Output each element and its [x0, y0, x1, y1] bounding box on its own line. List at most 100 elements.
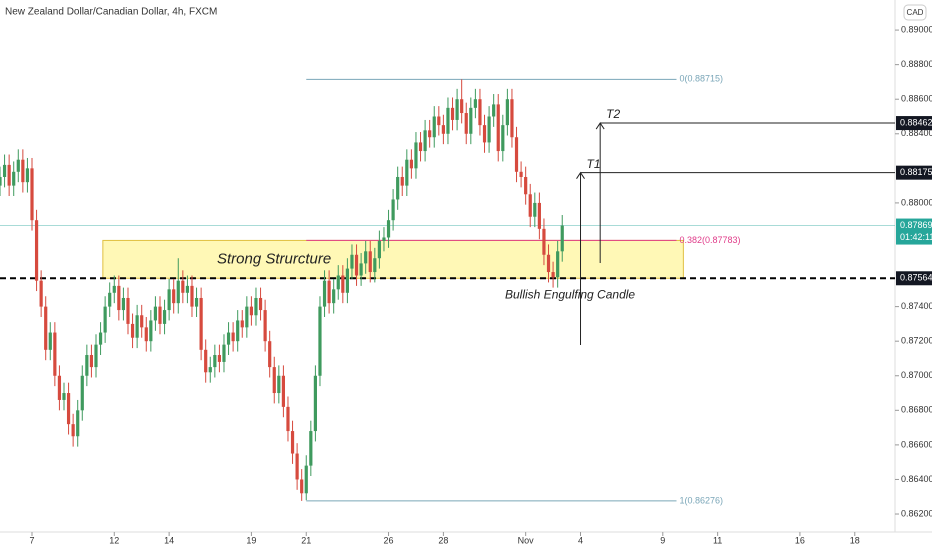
- fib-label: 0.382(0.87783): [680, 235, 741, 245]
- fib-label: 0(0.88715): [680, 74, 724, 84]
- candle-body: [126, 297, 130, 324]
- price-box: [896, 271, 932, 286]
- candle-body: [313, 375, 317, 432]
- y-tick-label: 0.88800: [901, 59, 932, 69]
- candle-body: [377, 240, 381, 259]
- candle-body: [108, 292, 112, 307]
- zone-label: Strong Strurcture: [217, 250, 331, 267]
- target-label: T2: [606, 107, 620, 121]
- candle-body: [482, 125, 487, 143]
- x-tick-label: 26: [384, 535, 394, 545]
- y-tick-label: 0.88600: [901, 94, 932, 104]
- candle-body: [556, 251, 560, 278]
- y-tick-label: 0.88400: [901, 128, 932, 138]
- candle-body: [464, 113, 468, 134]
- last-price-box: [896, 218, 932, 245]
- candle-body: [144, 327, 148, 342]
- note: Bullish Engulfing Candle: [505, 287, 635, 301]
- candle-body: [510, 99, 514, 138]
- candle-body: [30, 168, 34, 221]
- candle-body: [254, 297, 258, 316]
- y-tick-label: 0.87400: [901, 301, 932, 311]
- candle-body: [268, 341, 272, 368]
- x-tick-label: 12: [109, 535, 119, 545]
- candle-body: [418, 142, 423, 152]
- candle-body: [309, 431, 313, 466]
- price-box-label: 0.88462: [900, 117, 932, 127]
- x-tick-label: 18: [850, 535, 860, 545]
- candle-body: [249, 306, 254, 316]
- candle-body: [396, 176, 400, 200]
- candle-body: [432, 116, 436, 138]
- y-tick-label: 0.86200: [901, 508, 932, 518]
- candle-body: [460, 99, 464, 114]
- candle-body: [428, 130, 432, 138]
- candle-body: [450, 107, 455, 120]
- candle-body: [332, 289, 336, 304]
- candle-body: [0, 176, 2, 186]
- candle-body: [185, 285, 190, 293]
- x-tick-label: 16: [795, 535, 805, 545]
- candle-body: [204, 349, 208, 373]
- candle-body: [66, 393, 71, 425]
- candle-body: [16, 159, 20, 172]
- candle-body: [546, 254, 551, 273]
- candle-body: [359, 263, 363, 276]
- candle-body: [414, 142, 418, 169]
- price-box-label: 0.88175: [900, 167, 932, 177]
- x-tick-label: 4: [578, 535, 583, 545]
- candle-body: [341, 275, 345, 293]
- zone: [102, 239, 684, 279]
- candle-body: [7, 164, 11, 186]
- candle-body: [117, 285, 121, 311]
- chart-title: New Zealand Dollar/Canadian Dollar, 4h, …: [5, 7, 217, 18]
- candle-body: [505, 99, 509, 126]
- candle-body: [478, 99, 482, 126]
- candle-body: [441, 125, 445, 134]
- candle-body: [153, 306, 158, 321]
- candle-body: [76, 410, 80, 437]
- candle-body: [71, 424, 75, 437]
- candle-body: [290, 431, 295, 454]
- candle-body: [304, 465, 308, 494]
- candle-body: [162, 310, 167, 324]
- candle-body: [130, 323, 135, 338]
- candle-body: [194, 297, 199, 307]
- x-tick-label: 7: [29, 535, 34, 545]
- candle-body: [322, 280, 327, 307]
- candle-body: [53, 332, 57, 376]
- candle-body: [487, 116, 491, 143]
- candle-body: [25, 168, 30, 183]
- candle-body: [364, 251, 368, 264]
- arrow-head: [595, 122, 605, 130]
- candle-body: [208, 367, 212, 373]
- x-tick-label: 28: [438, 535, 448, 545]
- candle-body: [21, 159, 25, 183]
- candle-body: [181, 280, 185, 293]
- candle-body: [437, 116, 441, 126]
- price-box-label: 0.87564: [900, 273, 932, 283]
- candle-body: [140, 315, 144, 328]
- y-tick-label: 0.86600: [901, 439, 932, 449]
- candle-body: [382, 237, 386, 241]
- currency-button[interactable]: [903, 4, 927, 21]
- candle-body: [400, 176, 404, 186]
- candle-body: [409, 159, 413, 169]
- candle-body: [85, 355, 89, 376]
- y-tick-label: 0.87200: [901, 336, 932, 346]
- y-tick-label: 0.86800: [901, 405, 932, 415]
- x-tick-label: 11: [713, 535, 722, 545]
- candle-body: [94, 344, 98, 368]
- candle-body: [514, 137, 519, 172]
- candle-body: [551, 272, 555, 278]
- candle-body: [245, 306, 249, 328]
- candle-body: [44, 306, 48, 350]
- candle-body: [158, 306, 162, 324]
- candle-body: [318, 306, 322, 376]
- candle-body: [386, 220, 391, 238]
- fib-label: 1(0.86276): [680, 495, 724, 505]
- y-tick-label: 0.88000: [901, 197, 932, 207]
- candle-body: [217, 355, 222, 362]
- candle-body: [167, 289, 171, 311]
- candle-body: [48, 332, 52, 350]
